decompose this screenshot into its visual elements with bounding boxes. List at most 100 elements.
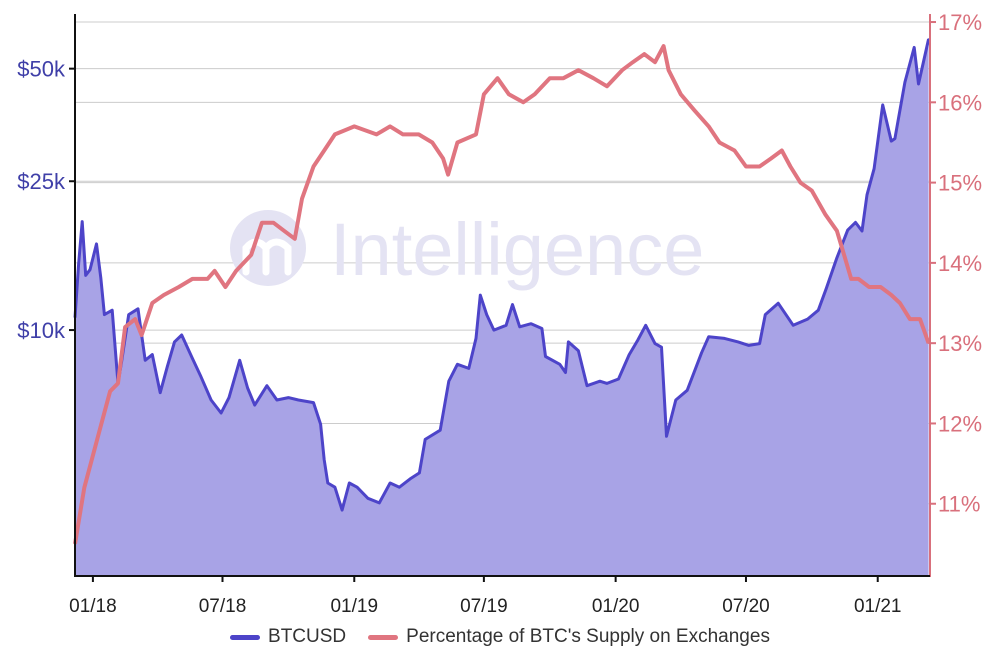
btc-point-92 xyxy=(866,194,868,196)
supply-point-44 xyxy=(606,85,608,88)
right-tick-label-5: 16% xyxy=(938,90,982,115)
supply-point-73 xyxy=(919,318,921,320)
btc-point-35 xyxy=(334,486,336,489)
btc-point-26 xyxy=(253,404,256,406)
btc-point-69 xyxy=(637,339,639,341)
btc-point-28 xyxy=(276,399,278,401)
btc-point-59 xyxy=(544,355,547,358)
btc-point-48 xyxy=(456,363,459,366)
supply-point-12 xyxy=(206,278,209,280)
supply-point-14 xyxy=(224,286,227,288)
supply-point-3 xyxy=(109,390,111,393)
btc-point-89 xyxy=(846,229,849,231)
supply-point-48 xyxy=(654,61,656,63)
supply-point-57 xyxy=(758,165,761,168)
btc-point-72 xyxy=(660,346,663,349)
btc-point-96 xyxy=(894,137,896,140)
btc-point-30 xyxy=(297,399,300,401)
btc-point-91 xyxy=(861,230,863,232)
supply-point-47 xyxy=(643,53,646,55)
btc-point-76 xyxy=(700,351,703,354)
supply-point-15 xyxy=(235,270,237,272)
supply-point-53 xyxy=(707,125,710,128)
supply-point-45 xyxy=(621,69,623,71)
btc-point-86 xyxy=(817,309,820,312)
btc-point-87 xyxy=(825,287,827,290)
supply-point-56 xyxy=(745,165,747,168)
btc-point-66 xyxy=(606,382,608,385)
btc-point-78 xyxy=(723,337,726,340)
btc-point-73 xyxy=(665,435,668,438)
btc-point-46 xyxy=(439,429,442,432)
supply-point-66 xyxy=(850,278,852,280)
btc-point-77 xyxy=(707,335,710,338)
supply-point-2 xyxy=(98,430,101,433)
supply-point-23 xyxy=(323,149,326,152)
btc-point-47 xyxy=(448,380,450,383)
btc-point-55 xyxy=(511,303,514,306)
btc-point-21 xyxy=(210,399,212,401)
x-tick-label-4: 01/20 xyxy=(592,596,640,617)
supply-point-27 xyxy=(389,125,391,128)
supply-point-7 xyxy=(140,334,143,336)
supply-point-42 xyxy=(577,69,580,71)
btc-point-62 xyxy=(567,341,570,343)
legend-item-btcusd[interactable]: BTCUSD xyxy=(230,626,346,648)
btc-point-1 xyxy=(77,263,80,266)
supply-point-10 xyxy=(178,286,180,288)
btc-point-80 xyxy=(748,344,750,347)
supply-point-52 xyxy=(693,109,696,112)
left-tick-label-2: $50k xyxy=(17,57,66,82)
supply-point-71 xyxy=(899,302,901,304)
watermark-logo-icon xyxy=(230,210,306,286)
x-tick-label-5: 07/20 xyxy=(722,596,770,617)
btc-point-84 xyxy=(792,324,794,327)
right-tick-label-4: 15% xyxy=(938,171,982,196)
btc-point-68 xyxy=(628,353,630,356)
btc-point-85 xyxy=(806,318,809,320)
supply-point-30 xyxy=(431,141,434,144)
btc-point-95 xyxy=(890,140,893,142)
btc-point-58 xyxy=(541,327,543,330)
x-tick-label-6: 01/21 xyxy=(854,596,902,617)
btc-point-67 xyxy=(617,378,620,380)
btc-point-2 xyxy=(81,220,83,223)
supply-point-18 xyxy=(272,221,275,224)
left-tick-label-1: $25k xyxy=(17,169,66,194)
btc-point-79 xyxy=(737,341,739,343)
btc-point-20 xyxy=(200,376,202,378)
btc-point-61 xyxy=(564,371,567,374)
right-tick-label-2: 13% xyxy=(938,331,982,356)
btc-point-63 xyxy=(577,350,580,352)
btc-point-33 xyxy=(323,459,326,461)
supply-point-37 xyxy=(508,93,510,96)
legend-item-supply[interactable]: Percentage of BTC's Supply on Exchanges xyxy=(368,626,770,648)
supply-point-49 xyxy=(662,45,665,47)
btc-point-56 xyxy=(518,326,521,328)
btc-point-37 xyxy=(348,482,351,484)
supply-point-13 xyxy=(213,270,216,272)
btc-point-50 xyxy=(475,337,477,340)
supply-point-72 xyxy=(909,318,911,320)
supply-point-19 xyxy=(283,230,285,232)
supply-point-51 xyxy=(680,93,682,96)
supply-point-58 xyxy=(770,157,772,160)
legend-label-btcusd: BTCUSD xyxy=(268,626,347,647)
supply-point-40 xyxy=(549,77,551,79)
supply-point-68 xyxy=(868,286,870,288)
btc-point-90 xyxy=(854,221,857,224)
btc-point-88 xyxy=(836,257,838,259)
btc-point-94 xyxy=(881,104,884,106)
supply-point-31 xyxy=(442,157,444,160)
btc-point-32 xyxy=(319,423,322,426)
x-tick-labels: 01/18 07/18 01/19 07/19 01/20 07/20 01/21 xyxy=(69,596,901,617)
btc-point-14 xyxy=(151,353,154,356)
btc-point-83 xyxy=(777,302,779,305)
btc-point-15 xyxy=(159,391,161,394)
btc-point-97 xyxy=(904,81,906,83)
supply-point-38 xyxy=(522,101,525,104)
supply-point-34 xyxy=(475,133,477,136)
legend-swatch-supply xyxy=(368,634,399,640)
btc-point-18 xyxy=(180,334,183,336)
